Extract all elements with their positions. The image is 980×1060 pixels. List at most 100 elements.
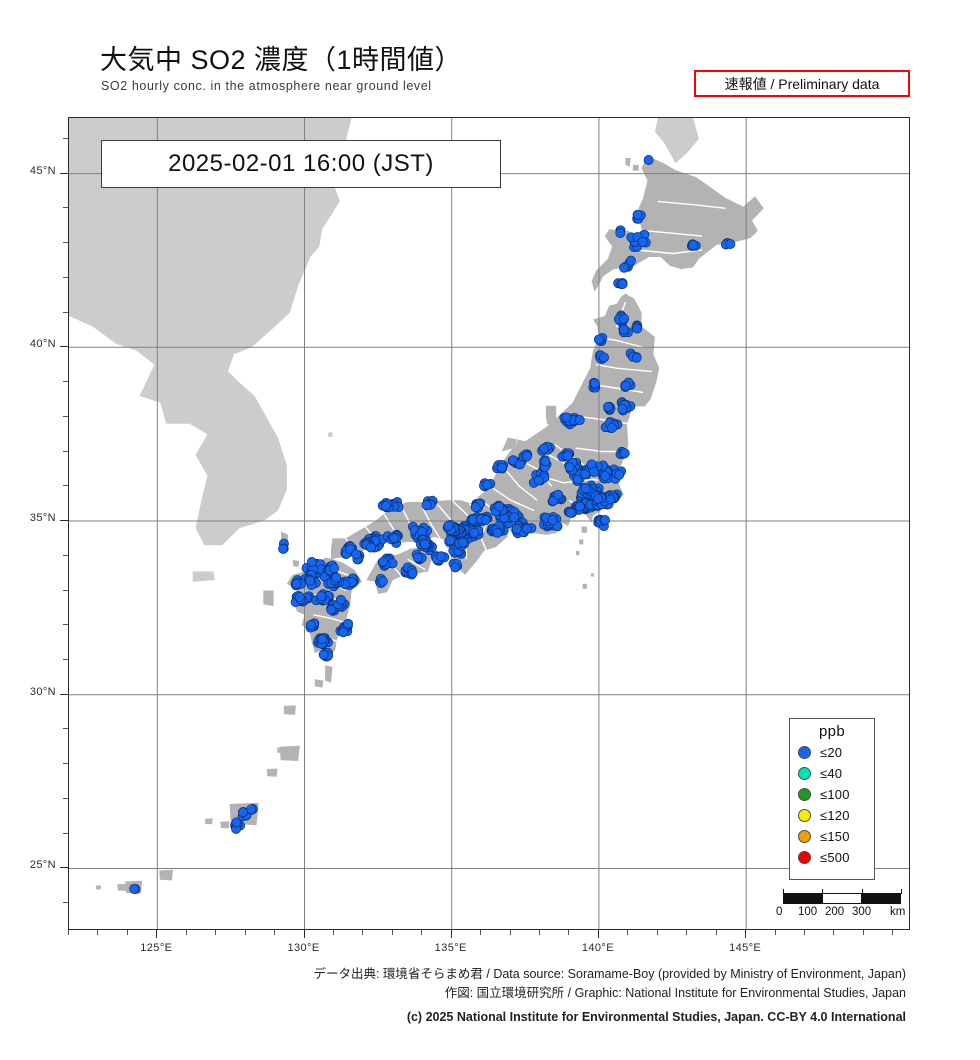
station-marker[interactable] xyxy=(619,262,630,273)
station-marker[interactable] xyxy=(605,494,616,505)
station-marker[interactable] xyxy=(306,556,317,567)
station-marker[interactable] xyxy=(413,552,423,563)
station-marker[interactable] xyxy=(407,568,418,579)
station-marker[interactable] xyxy=(443,520,454,531)
station-marker[interactable] xyxy=(593,334,604,345)
y-tick-major xyxy=(60,172,68,174)
station-marker[interactable] xyxy=(318,649,329,660)
station-marker[interactable] xyxy=(625,255,636,266)
legend-item-4[interactable]: ≤120 xyxy=(790,805,874,826)
station-marker[interactable] xyxy=(317,634,328,645)
legend-item-label: ≤120 xyxy=(820,808,850,823)
station-marker[interactable] xyxy=(615,228,626,239)
station-marker[interactable] xyxy=(643,155,654,165)
station-marker[interactable] xyxy=(316,591,327,602)
prefecture-border-line xyxy=(489,485,535,512)
station-marker[interactable] xyxy=(365,542,376,553)
station-marker[interactable] xyxy=(607,422,617,433)
station-marker[interactable] xyxy=(335,594,346,605)
y-axis-tick-label: 40°N xyxy=(29,338,56,351)
station-marker[interactable] xyxy=(580,483,591,494)
station-marker[interactable] xyxy=(511,523,522,534)
station-marker[interactable] xyxy=(603,401,613,412)
station-marker[interactable] xyxy=(291,578,302,589)
station-marker[interactable] xyxy=(329,563,340,574)
station-marker[interactable] xyxy=(561,412,572,423)
station-marker[interactable] xyxy=(617,404,628,414)
station-marker[interactable] xyxy=(617,279,628,290)
station-marker[interactable] xyxy=(589,466,599,477)
station-marker[interactable] xyxy=(278,543,289,554)
station-marker[interactable] xyxy=(457,537,468,548)
station-marker[interactable] xyxy=(246,804,257,815)
legend-item-1[interactable]: ≤20 xyxy=(790,742,874,763)
station-marker[interactable] xyxy=(565,507,576,518)
station-marker[interactable] xyxy=(421,500,432,511)
station-marker[interactable] xyxy=(389,533,400,544)
station-marker[interactable] xyxy=(574,415,585,426)
station-marker[interactable] xyxy=(572,474,583,485)
station-marker[interactable] xyxy=(436,551,447,562)
station-marker[interactable] xyxy=(632,209,643,220)
station-marker[interactable] xyxy=(521,523,532,534)
station-marker[interactable] xyxy=(470,502,481,513)
station-marker[interactable] xyxy=(533,475,544,486)
station-markers[interactable] xyxy=(129,155,736,894)
station-marker[interactable] xyxy=(492,527,503,538)
station-marker[interactable] xyxy=(294,592,305,602)
station-marker[interactable] xyxy=(538,443,549,454)
station-marker[interactable] xyxy=(509,512,520,523)
legend-item-6[interactable]: ≤500 xyxy=(790,847,874,868)
station-marker[interactable] xyxy=(231,817,242,828)
x-tick-minor xyxy=(627,930,629,935)
station-marker[interactable] xyxy=(564,462,575,473)
station-marker[interactable] xyxy=(469,528,480,538)
station-marker[interactable] xyxy=(599,352,609,363)
legend-item-2[interactable]: ≤40 xyxy=(790,763,874,784)
station-marker[interactable] xyxy=(614,469,625,480)
station-marker[interactable] xyxy=(378,556,389,567)
station-marker[interactable] xyxy=(305,575,316,586)
station-marker[interactable] xyxy=(725,239,736,249)
station-marker[interactable] xyxy=(482,479,493,490)
station-marker[interactable] xyxy=(237,807,248,818)
station-marker[interactable] xyxy=(420,539,431,550)
station-marker[interactable] xyxy=(637,236,648,247)
station-marker[interactable] xyxy=(540,456,551,467)
station-marker[interactable] xyxy=(619,313,630,324)
station-marker[interactable] xyxy=(688,240,699,251)
station-marker[interactable] xyxy=(553,489,564,500)
legend-item-5[interactable]: ≤150 xyxy=(790,826,874,847)
station-marker[interactable] xyxy=(574,501,585,512)
station-marker[interactable] xyxy=(343,618,354,629)
station-marker[interactable] xyxy=(129,883,140,894)
station-marker[interactable] xyxy=(620,380,631,391)
station-marker[interactable] xyxy=(600,471,611,482)
station-marker[interactable] xyxy=(338,627,349,638)
prefecture-border-line xyxy=(421,506,441,539)
station-marker[interactable] xyxy=(480,515,491,525)
station-marker[interactable] xyxy=(445,535,456,546)
station-marker[interactable] xyxy=(521,451,532,462)
station-marker[interactable] xyxy=(593,493,604,504)
station-marker[interactable] xyxy=(494,501,505,512)
land-shape xyxy=(95,885,102,890)
station-marker[interactable] xyxy=(351,549,362,560)
legend-item-3[interactable]: ≤100 xyxy=(790,784,874,805)
station-marker[interactable] xyxy=(600,515,611,526)
station-marker[interactable] xyxy=(305,619,316,630)
station-marker[interactable] xyxy=(547,515,558,526)
map-plot-area[interactable] xyxy=(68,117,910,930)
station-marker[interactable] xyxy=(619,324,629,335)
station-marker[interactable] xyxy=(619,448,630,459)
station-marker[interactable] xyxy=(380,501,391,511)
station-marker[interactable] xyxy=(496,462,507,473)
station-marker[interactable] xyxy=(631,352,642,363)
station-marker[interactable] xyxy=(331,572,342,583)
station-marker[interactable] xyxy=(377,576,388,587)
station-marker[interactable] xyxy=(450,562,461,573)
station-marker[interactable] xyxy=(562,450,573,461)
station-marker[interactable] xyxy=(632,323,643,334)
legend-swatch-icon xyxy=(798,851,811,864)
station-marker[interactable] xyxy=(589,378,600,389)
